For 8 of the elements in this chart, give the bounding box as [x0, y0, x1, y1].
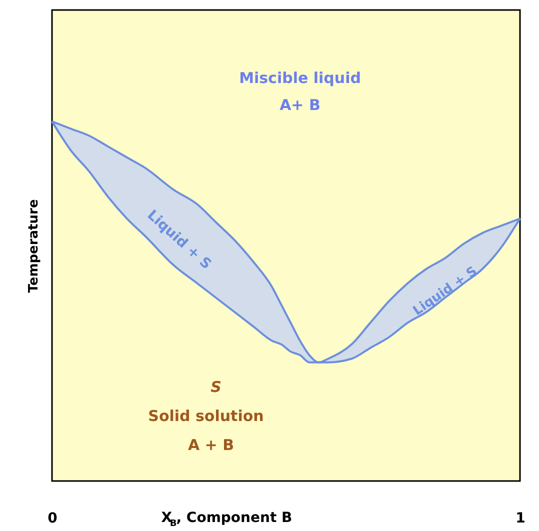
annotation: Solid solution	[148, 407, 264, 425]
x-tick-label: 0	[48, 510, 58, 526]
y-axis-title: Temperature	[26, 199, 42, 293]
annotation: A + B	[188, 436, 234, 454]
annotation: S	[210, 378, 222, 396]
x-tick-label: 1	[516, 510, 526, 526]
text: Miscible liquid	[239, 69, 361, 87]
text: A+ B	[280, 96, 320, 114]
